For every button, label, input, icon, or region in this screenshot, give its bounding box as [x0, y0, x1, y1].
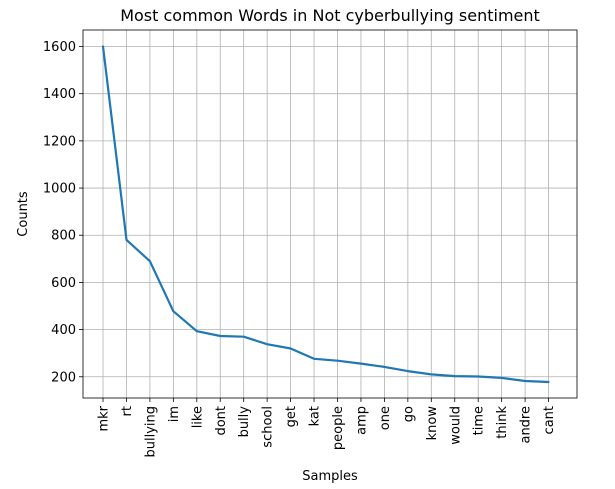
x-tick-label: andre [519, 406, 534, 444]
y-tick-label: 1400 [43, 87, 76, 102]
series-line [101, 45, 550, 384]
x-tick-label: people [331, 406, 346, 450]
tick-labels: 200 400 600 800 1000 1200 1400 1600 mkr rt bullyin… [43, 40, 557, 458]
y-tick-label: 1600 [43, 40, 76, 55]
x-tick-label: one [378, 406, 393, 430]
x-tick-label: dont [214, 406, 229, 436]
x-axis-label: Samples [302, 469, 358, 484]
x-tick-label: school [261, 406, 276, 448]
x-tick-label: bullying [143, 406, 158, 458]
x-tick-label: amp [354, 406, 369, 435]
x-tick-label: time [472, 406, 487, 435]
y-tick-label: 200 [51, 370, 76, 385]
plot-frame [82, 29, 578, 399]
x-tick-label: think [495, 406, 510, 439]
x-tick-label: go [401, 406, 416, 422]
x-tick-label: kat [308, 406, 323, 426]
x-tick-label: rt [120, 406, 135, 416]
x-tick-label: im [167, 406, 182, 422]
y-tick-label: 1000 [43, 182, 76, 197]
grid-lines [83, 30, 577, 398]
y-axis-label: Counts [16, 191, 31, 237]
y-tick-label: 1200 [43, 134, 76, 149]
x-tick-label: know [425, 406, 440, 441]
x-tick-label: like [190, 406, 205, 428]
x-tick-label: get [284, 406, 299, 427]
x-tick-label: mkr [97, 405, 112, 431]
x-tick-label: bully [237, 406, 252, 438]
axis-ticks [79, 46, 549, 402]
y-tick-label: 400 [51, 323, 76, 338]
y-tick-label: 800 [51, 229, 76, 244]
x-tick-label: cant [542, 406, 557, 434]
x-tick-label: would [448, 406, 463, 445]
y-tick-label: 600 [51, 276, 76, 291]
chart-title: Most common Words in Not cyberbullying s… [120, 6, 540, 25]
